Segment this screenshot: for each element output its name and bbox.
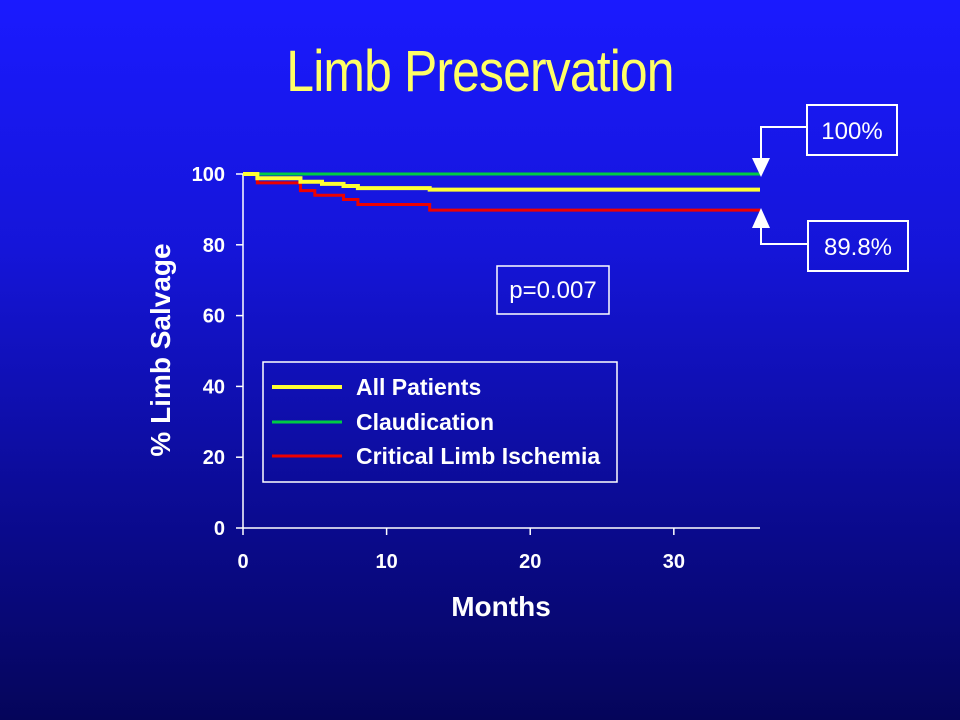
x-tick-label: 10 xyxy=(375,551,397,573)
legend-label-all-patients: All Patients xyxy=(356,374,481,400)
x-tick-label: 0 xyxy=(237,551,248,573)
y-tick-label: 40 xyxy=(203,376,225,398)
callout-898-leader xyxy=(760,226,808,245)
x-tick-label: 20 xyxy=(519,551,541,573)
y-tick-label: 0 xyxy=(214,518,225,540)
y-ticks: 0 20 40 60 80 100 xyxy=(192,164,243,540)
callout-100-box xyxy=(806,104,898,156)
legend-label-cli: Critical Limb Ischemia xyxy=(356,443,600,469)
callout-898: 89.8% xyxy=(752,208,909,272)
callout-100: 100% xyxy=(752,104,898,177)
series-line-all-patients xyxy=(243,172,760,192)
callout-898-arrowhead xyxy=(752,208,770,228)
callout-898-label: 89.8% xyxy=(824,234,892,261)
x-tick-label: 30 xyxy=(663,551,685,573)
series-layer xyxy=(243,172,760,212)
x-axis-title: Months xyxy=(451,591,551,622)
x-ticks: 0 10 20 30 xyxy=(237,528,685,573)
legend-label-claudication: Claudication xyxy=(356,409,494,435)
callout-100-arrowhead xyxy=(752,158,770,177)
pvalue-label: p=0.007 xyxy=(509,277,596,304)
legend: All Patients Claudication Critical Limb … xyxy=(262,361,618,483)
slide-title: Limb Preservation xyxy=(286,39,674,104)
y-axis-title: % Limb Salvage xyxy=(145,243,176,456)
callout-898-box xyxy=(807,220,909,272)
y-tick-label: 100 xyxy=(192,164,225,186)
y-tick-label: 60 xyxy=(203,306,225,328)
legend-box xyxy=(262,361,618,483)
y-tick-label: 20 xyxy=(203,447,225,469)
callout-100-leader xyxy=(760,126,807,160)
callout-100-label: 100% xyxy=(821,118,882,145)
y-tick-label: 80 xyxy=(203,235,225,257)
pvalue-box xyxy=(496,265,610,315)
series-line-cli xyxy=(243,172,760,212)
